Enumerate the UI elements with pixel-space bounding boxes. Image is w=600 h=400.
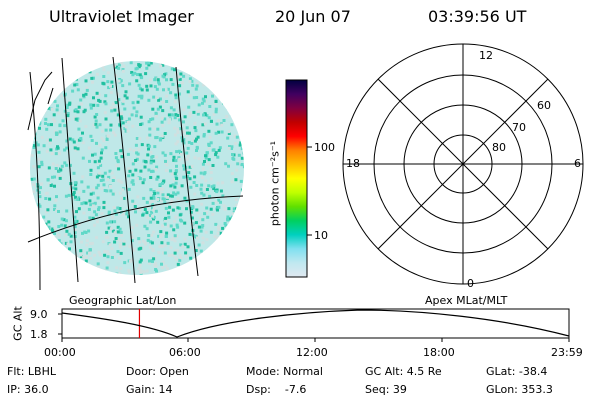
- lat-label-60: 60: [537, 99, 551, 112]
- polar-plot: [342, 43, 584, 285]
- uv-image-disk: [27, 56, 244, 291]
- time-label: 03:39:56 UT: [428, 7, 527, 26]
- colorbar-label: photon cm⁻²s⁻¹: [268, 140, 282, 227]
- mlt-label-18: 18: [346, 157, 360, 170]
- mlt-label-0: 0: [467, 277, 474, 290]
- colorbar-tick-10: 10: [314, 229, 328, 242]
- colorbar-tick-100: 100: [314, 141, 335, 154]
- info-dsp: Dsp: -7.6: [246, 383, 307, 396]
- timeline-ytick-1-8: 1.8: [30, 328, 48, 341]
- info-seq: Seq: 39: [365, 383, 407, 396]
- timeline-ytick-9: 9.0: [30, 308, 48, 321]
- lat-label-70: 70: [512, 121, 526, 134]
- mlt-label-6: 6: [574, 157, 581, 170]
- instrument-title: Ultraviolet Imager: [49, 7, 194, 26]
- info-mode: Mode: Normal: [246, 365, 323, 378]
- info-door: Door: Open: [126, 365, 189, 378]
- info-glat: GLat: -38.4: [486, 365, 548, 378]
- colorbar: [285, 79, 312, 278]
- map-panel-label: Geographic Lat/Lon: [69, 294, 177, 307]
- timeline-xtick-1200: 12:00: [296, 346, 328, 359]
- timeline-xtick-1800: 18:00: [423, 346, 455, 359]
- timeline-ylabel: GC Alt: [11, 306, 25, 341]
- polar-panel-label: Apex MLat/MLT: [425, 294, 508, 307]
- timeline-xtick-0600: 06:00: [169, 346, 201, 359]
- info-gain: Gain: 14: [126, 383, 173, 396]
- timeline-xtick-0000: 00:00: [44, 346, 76, 359]
- info-glon: GLon: 353.3: [486, 383, 553, 396]
- info-gc-alt: GC Alt: 4.5 Re: [365, 365, 442, 378]
- info-ip: IP: 36.0: [7, 383, 49, 396]
- date-label: 20 Jun 07: [275, 7, 351, 26]
- info-filter: Flt: LBHL: [7, 365, 56, 378]
- mlt-label-12: 12: [479, 49, 493, 62]
- lat-label-80: 80: [492, 141, 506, 154]
- altitude-timeline: [58, 308, 570, 342]
- geographic-grid: [27, 56, 244, 291]
- timeline-xtick-2359: 23:59: [551, 346, 583, 359]
